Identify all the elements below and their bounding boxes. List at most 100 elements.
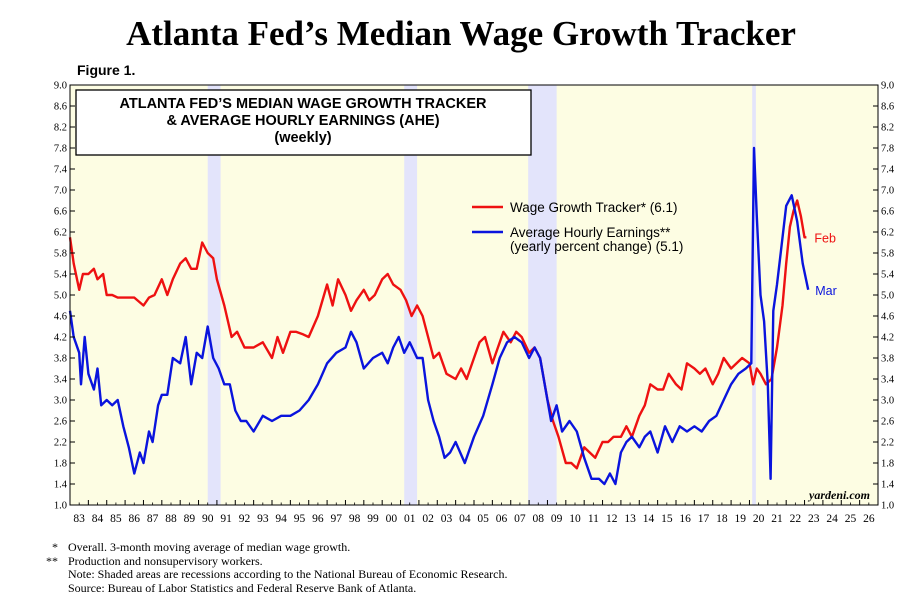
y-tick-label-right: 2.6 xyxy=(881,417,894,428)
legend-label-ahe: Average Hourly Earnings** xyxy=(510,225,671,240)
x-tick-label: 01 xyxy=(404,513,416,525)
x-tick-label: 02 xyxy=(422,513,434,525)
recession-band xyxy=(752,85,756,505)
footnote-row: Source: Bureau of Labor Statistics and F… xyxy=(30,580,508,596)
x-tick-label: 94 xyxy=(275,513,287,525)
x-tick-label: 93 xyxy=(257,513,269,525)
y-tick-label-left: 2.2 xyxy=(54,438,67,449)
footnote-text: Source: Bureau of Labor Statistics and F… xyxy=(68,580,417,595)
x-tick-label: 21 xyxy=(771,513,783,525)
page-title: Atlanta Fed’s Median Wage Growth Tracker xyxy=(126,14,796,53)
y-tick-label-right: 3.0 xyxy=(881,396,894,407)
y-tick-label-left: 5.0 xyxy=(54,291,67,302)
x-tick-label: 24 xyxy=(826,513,838,525)
y-tick-label-left: 9.0 xyxy=(54,81,67,92)
y-tick-label-left: 7.8 xyxy=(54,144,67,155)
x-tick-label: 06 xyxy=(496,513,508,525)
legend-label-wage-tracker: Wage Growth Tracker* (6.1) xyxy=(510,200,678,215)
x-tick-label: 17 xyxy=(698,513,710,525)
y-tick-label-right: 7.0 xyxy=(881,186,894,197)
end-label-ahe: Mar xyxy=(815,284,837,298)
x-tick-label: 97 xyxy=(331,513,343,525)
y-tick-label-left: 8.2 xyxy=(54,123,67,134)
y-tick-label-right: 5.0 xyxy=(881,291,894,302)
footnote-mark xyxy=(30,582,68,596)
x-tick-label: 84 xyxy=(92,513,104,525)
footnote-text: Overall. 3-month moving average of media… xyxy=(68,540,351,554)
x-tick-label: 16 xyxy=(679,513,691,525)
x-tick-label: 23 xyxy=(808,513,820,525)
x-tick-label: 88 xyxy=(165,513,177,525)
y-tick-label-right: 5.4 xyxy=(881,270,895,281)
y-tick-label-right: 5.8 xyxy=(881,249,894,260)
y-tick-label-left: 4.6 xyxy=(54,312,67,323)
footnote-row: * Overall. 3-month moving average of medi… xyxy=(30,540,508,555)
y-tick-label-left: 6.6 xyxy=(54,207,67,218)
y-tick-label-left: 4.2 xyxy=(54,333,67,344)
y-tick-label-right: 4.2 xyxy=(881,333,894,344)
x-tick-label: 13 xyxy=(624,513,636,525)
chart-title-line: ATLANTA FED’S MEDIAN WAGE GROWTH TRACKER xyxy=(119,96,487,112)
footnote-row: ** Production and nonsupervisory workers. xyxy=(30,553,508,569)
x-tick-label: 83 xyxy=(73,513,85,525)
x-tick-label: 09 xyxy=(551,513,563,525)
x-tick-label: 85 xyxy=(110,513,122,525)
y-tick-label-right: 1.8 xyxy=(881,459,894,470)
x-tick-label: 19 xyxy=(735,513,747,525)
y-tick-label-right: 7.4 xyxy=(881,165,895,176)
x-tick-label: 22 xyxy=(790,513,802,525)
y-tick-label-left: 3.4 xyxy=(54,375,68,386)
y-tick-label-left: 7.0 xyxy=(54,186,67,197)
x-tick-label: 05 xyxy=(477,513,489,525)
y-tick-label-left: 1.0 xyxy=(54,501,67,512)
y-tick-label-left: 3.8 xyxy=(54,354,67,365)
y-tick-label-right: 2.2 xyxy=(881,438,894,449)
y-tick-label-right: 6.6 xyxy=(881,207,894,218)
y-tick-label-right: 4.6 xyxy=(881,312,894,323)
x-tick-label: 12 xyxy=(606,513,618,525)
x-tick-label: 18 xyxy=(716,513,728,525)
x-tick-label: 91 xyxy=(220,513,232,525)
y-tick-label-left: 8.6 xyxy=(54,102,67,113)
x-tick-label: 99 xyxy=(367,513,379,525)
y-tick-label-right: 8.2 xyxy=(881,123,894,134)
y-tick-label-right: 1.0 xyxy=(881,501,894,512)
footnote-text: Note: Shaded areas are recessions accord… xyxy=(68,567,508,581)
figure-label: Figure 1. xyxy=(77,62,136,78)
x-tick-label: 00 xyxy=(386,513,398,525)
y-tick-label-right: 9.0 xyxy=(881,81,894,92)
x-tick-label: 15 xyxy=(661,513,673,525)
footnote-mark: ** xyxy=(46,553,58,568)
y-tick-label-left: 3.0 xyxy=(54,396,67,407)
x-tick-label: 98 xyxy=(349,513,361,525)
x-tick-label: 86 xyxy=(129,513,141,525)
x-tick-label: 87 xyxy=(147,513,159,525)
series-line-ahe xyxy=(68,146,810,486)
legend-label-ahe: (yearly percent change) (5.1) xyxy=(510,239,683,254)
chart-title-line: (weekly) xyxy=(274,130,331,146)
x-tick-label: 07 xyxy=(514,513,526,525)
y-tick-label-left: 2.6 xyxy=(54,417,67,428)
y-tick-label-left: 7.4 xyxy=(54,165,68,176)
x-tick-label: 20 xyxy=(753,513,765,525)
x-tick-label: 92 xyxy=(239,513,251,525)
footnotes: * Overall. 3-month moving average of medi… xyxy=(30,540,508,596)
x-tick-label: 95 xyxy=(294,513,306,525)
y-tick-label-right: 3.8 xyxy=(881,354,894,365)
y-tick-label-right: 1.4 xyxy=(881,480,895,491)
end-label-wage-tracker: Feb xyxy=(814,231,836,245)
y-tick-label-left: 5.4 xyxy=(54,270,68,281)
x-tick-label: 96 xyxy=(312,513,324,525)
y-tick-label-right: 6.2 xyxy=(881,228,894,239)
chart: 1.0 1.0 1.4 1.4 1.8 1.8 2.2 2.2 2.6 2.6 3.0 3.0 3.4 3… xyxy=(54,81,895,526)
recession-band xyxy=(404,85,418,505)
x-tick-label: 10 xyxy=(569,513,581,525)
y-tick-label-left: 6.2 xyxy=(54,228,67,239)
x-tick-label: 25 xyxy=(845,513,857,525)
recession-band xyxy=(528,85,557,505)
y-tick-label-right: 3.4 xyxy=(881,375,895,386)
x-tick-label: 08 xyxy=(533,513,545,525)
y-tick-label-left: 5.8 xyxy=(54,249,67,260)
footnote-text: Production and nonsupervisory workers. xyxy=(68,553,263,568)
x-tick-label: 26 xyxy=(863,513,875,525)
